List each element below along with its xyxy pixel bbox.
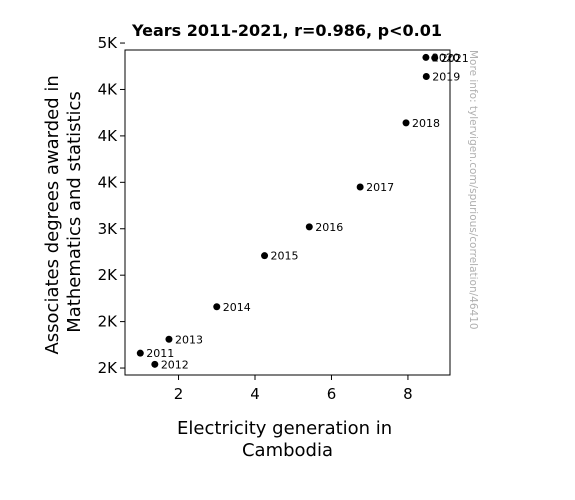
- x-tick-label-0: 2: [174, 385, 184, 403]
- data-point-label-2015: 2015: [271, 250, 299, 263]
- data-point-label-2018: 2018: [412, 117, 440, 130]
- data-point-label-2020: 2020: [432, 51, 460, 64]
- data-point-label-2021: 2021: [441, 52, 469, 65]
- data-point-2014: [213, 303, 221, 311]
- source-watermark: More info: tylervigen.com/spurious/corre…: [467, 50, 479, 330]
- data-point-label-2011: 2011: [146, 347, 174, 360]
- y-tick-label-6: 4K: [98, 80, 119, 98]
- data-point-label-2019: 2019: [432, 70, 460, 83]
- x-tick-label-3: 8: [403, 385, 413, 403]
- chart-title: Years 2011-2021, r=0.986, p<0.01: [131, 21, 442, 40]
- y-axis-label-line-2: Mathematics and statistics: [64, 91, 85, 333]
- data-point-2019: [422, 72, 430, 80]
- data-point-2011: [136, 349, 144, 357]
- y-tick-label-4: 4K: [98, 173, 119, 191]
- data-point-2013: [165, 335, 173, 343]
- x-tick-label-1: 4: [250, 385, 260, 403]
- y-tick-label-0: 2K: [98, 359, 119, 377]
- x-axis-label: Electricity generation in Cambodia: [177, 418, 398, 461]
- y-axis-label-line-1: Associates degrees awarded in: [42, 75, 63, 354]
- data-point-label-2013: 2013: [175, 333, 203, 346]
- data-point-2012: [151, 360, 159, 368]
- data-point-2021: [431, 54, 439, 62]
- y-tick-label-1: 2K: [98, 313, 119, 331]
- y-tick-label-2: 2K: [98, 266, 119, 284]
- data-point-2018: [402, 119, 410, 127]
- x-axis-label-line-2: Cambodia: [242, 440, 333, 461]
- data-point-label-2012: 2012: [161, 358, 189, 371]
- plot-area: [124, 49, 451, 376]
- data-point-label-2016: 2016: [315, 221, 343, 234]
- x-tick-label-2: 6: [327, 385, 337, 403]
- data-point-2015: [261, 252, 269, 260]
- y-axis-ticks: 2K 2K 2K 3K 4K 4K 4K 5K: [98, 34, 125, 377]
- data-point-label-2017: 2017: [366, 181, 394, 194]
- data-point-2020: [422, 53, 430, 61]
- y-axis-label: Associates degrees awarded in Mathematic…: [42, 69, 85, 354]
- y-tick-label-5: 4K: [98, 127, 119, 145]
- y-tick-label-3: 3K: [98, 220, 119, 238]
- x-axis-ticks: 2 4 6 8: [174, 375, 413, 403]
- data-point-2016: [305, 223, 313, 231]
- data-point-2017: [356, 183, 364, 191]
- y-tick-label-7: 5K: [98, 34, 119, 52]
- data-point-label-2014: 2014: [223, 301, 251, 314]
- x-axis-label-line-1: Electricity generation in: [177, 418, 392, 439]
